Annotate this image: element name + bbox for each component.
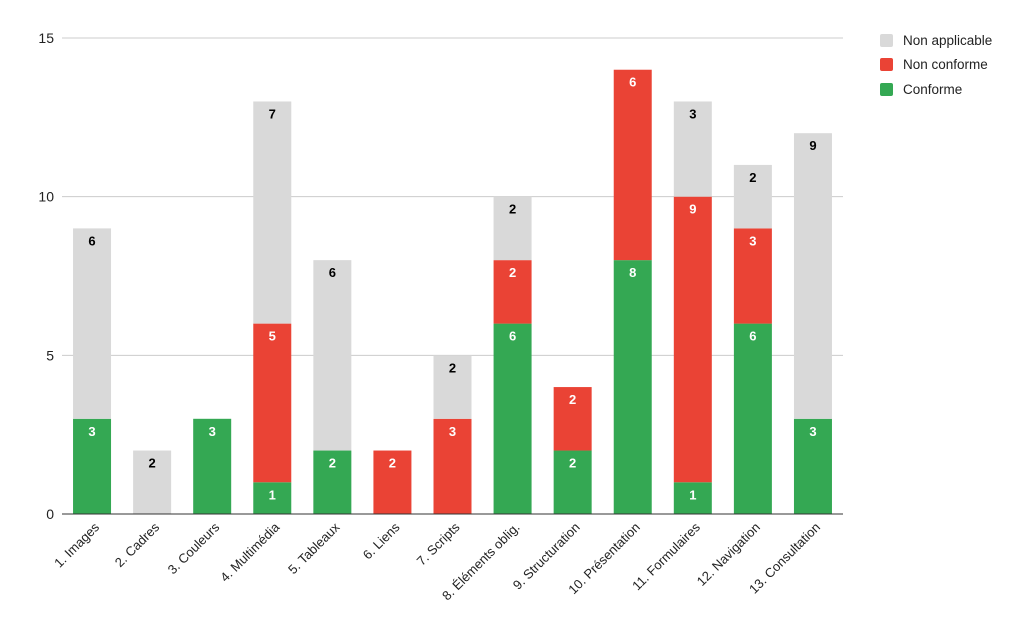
x-tick-label: 6. Liens	[360, 519, 403, 562]
bar-segment	[433, 418, 472, 514]
bar-segment	[133, 450, 172, 514]
bar-segment	[493, 260, 532, 324]
data-label: 6	[509, 329, 516, 344]
chart-legend: Non applicable Non conforme Conforme	[880, 28, 992, 102]
data-label: 3	[449, 424, 456, 439]
data-label: 6	[329, 265, 336, 280]
data-label: 2	[509, 265, 516, 280]
x-tick-label: 3. Couleurs	[165, 519, 223, 577]
data-label: 9	[809, 138, 816, 153]
bar-segment	[553, 387, 592, 451]
bar-segment	[313, 260, 352, 451]
data-label: 2	[749, 170, 756, 185]
bar-segment	[733, 164, 772, 229]
data-label: 2	[148, 456, 155, 471]
legend-label: Conforme	[903, 81, 963, 97]
bar-segment	[253, 323, 292, 483]
bar-segment	[493, 323, 532, 514]
bar-segment	[673, 101, 712, 197]
y-tick-label: 15	[38, 30, 54, 46]
bar-segment	[793, 418, 832, 514]
data-label: 2	[329, 456, 336, 471]
bar-segment	[253, 101, 292, 324]
bar-segment	[553, 450, 592, 514]
legend-item: Non conforme	[880, 53, 992, 78]
x-tick-label: 4. Multimédia	[217, 519, 283, 585]
data-label: 2	[569, 456, 576, 471]
y-tick-label: 0	[46, 506, 54, 522]
bar-segment	[673, 196, 712, 483]
data-label: 3	[88, 424, 95, 439]
legend-item: Non applicable	[880, 28, 992, 53]
x-tick-label: 5. Tableaux	[285, 519, 343, 577]
bar-segment	[313, 450, 352, 514]
x-tick-label: 1. Images	[51, 519, 102, 570]
bar-segment	[373, 450, 412, 514]
bar-segment	[433, 355, 472, 419]
data-label: 1	[269, 487, 276, 502]
legend-item: Conforme	[880, 77, 992, 102]
bar-segment	[613, 260, 652, 514]
bar-segment	[493, 196, 532, 261]
legend-label: Non conforme	[903, 57, 988, 73]
data-label: 6	[629, 75, 636, 90]
bar-segment	[193, 418, 232, 514]
data-label: 2	[449, 360, 456, 375]
y-tick-label: 5	[46, 347, 54, 363]
legend-label: Non applicable	[903, 32, 993, 48]
y-tick-label: 10	[38, 189, 54, 205]
data-label: 6	[88, 233, 95, 248]
bar-segment	[733, 323, 772, 514]
data-label: 8	[629, 265, 636, 280]
bar-segment	[73, 418, 112, 514]
data-label: 2	[389, 456, 396, 471]
legend-swatch	[880, 58, 893, 72]
x-tick-label: 2. Cadres	[112, 519, 163, 570]
data-label: 3	[209, 424, 216, 439]
bar-segment	[673, 482, 712, 514]
data-label: 6	[749, 329, 756, 344]
bar-segment	[733, 228, 772, 324]
data-label: 3	[809, 424, 816, 439]
legend-swatch	[880, 33, 893, 47]
data-label: 3	[749, 233, 756, 248]
data-label: 5	[269, 329, 276, 344]
legend-swatch	[880, 82, 893, 96]
data-label: 2	[509, 202, 516, 217]
data-label: 7	[269, 106, 276, 121]
data-label: 2	[569, 392, 576, 407]
data-label: 1	[689, 487, 696, 502]
data-label: 3	[689, 106, 696, 121]
bar-segment	[793, 133, 832, 419]
bar-segment	[73, 228, 112, 419]
bar-segment	[613, 69, 652, 261]
data-label: 9	[689, 202, 696, 217]
bar-segment	[253, 482, 292, 514]
x-tick-label: 7. Scripts	[414, 519, 463, 568]
